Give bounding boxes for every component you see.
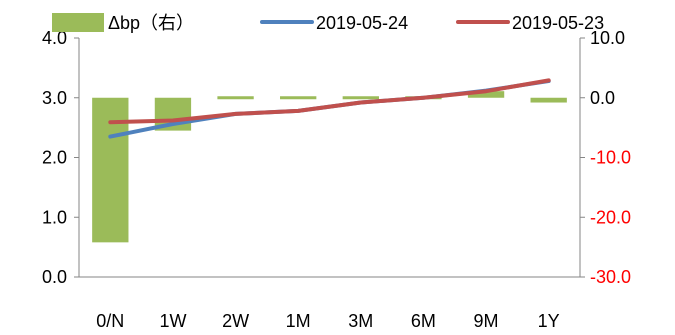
bar-3m	[342, 96, 379, 100]
legend-swatch-bar	[52, 13, 104, 32]
bar-1y	[530, 97, 567, 103]
legend-label-line-blue: 2019-05-24	[316, 13, 408, 33]
bar-2w	[217, 96, 254, 100]
category-label: 9M	[474, 311, 499, 331]
right-tick-label: 10.0	[590, 28, 625, 48]
right-tick-label: -30.0	[590, 267, 631, 287]
legend: Δbp（右） 2019-05-24 2019-05-23	[52, 13, 604, 33]
line-series	[108, 78, 551, 139]
left-tick-label: 0.0	[42, 267, 67, 287]
category-label: 3M	[348, 311, 373, 331]
bar-1m	[280, 96, 317, 100]
right-tick-label: 0.0	[590, 88, 615, 108]
bar-0n	[92, 97, 129, 243]
left-tick-label: 1.0	[42, 207, 67, 227]
bar-9m	[467, 91, 505, 98]
category-label: 6M	[411, 311, 436, 331]
category-label: 1W	[159, 311, 186, 331]
left-tick-label: 3.0	[42, 88, 67, 108]
category-label: 1M	[286, 311, 311, 331]
left-tick-label: 4.0	[42, 28, 67, 48]
bar-series	[92, 91, 567, 243]
line-2019-05-23	[108, 78, 551, 125]
axes	[74, 37, 585, 278]
category-label: 1Y	[538, 311, 560, 331]
legend-label-bar: Δbp（右）	[108, 13, 194, 33]
tick-labels: 0.0 1.0 2.0 3.0 4.0 -30.0 -20.0 -10.0 0.0 10.0 0/N…	[42, 28, 631, 331]
category-label: 2W	[222, 311, 249, 331]
right-tick-label: -20.0	[590, 207, 631, 227]
legend-label-line-red: 2019-05-23	[512, 13, 604, 33]
left-tick-label: 2.0	[42, 148, 67, 168]
category-label: 0/N	[96, 311, 124, 331]
right-tick-label: -10.0	[590, 148, 631, 168]
